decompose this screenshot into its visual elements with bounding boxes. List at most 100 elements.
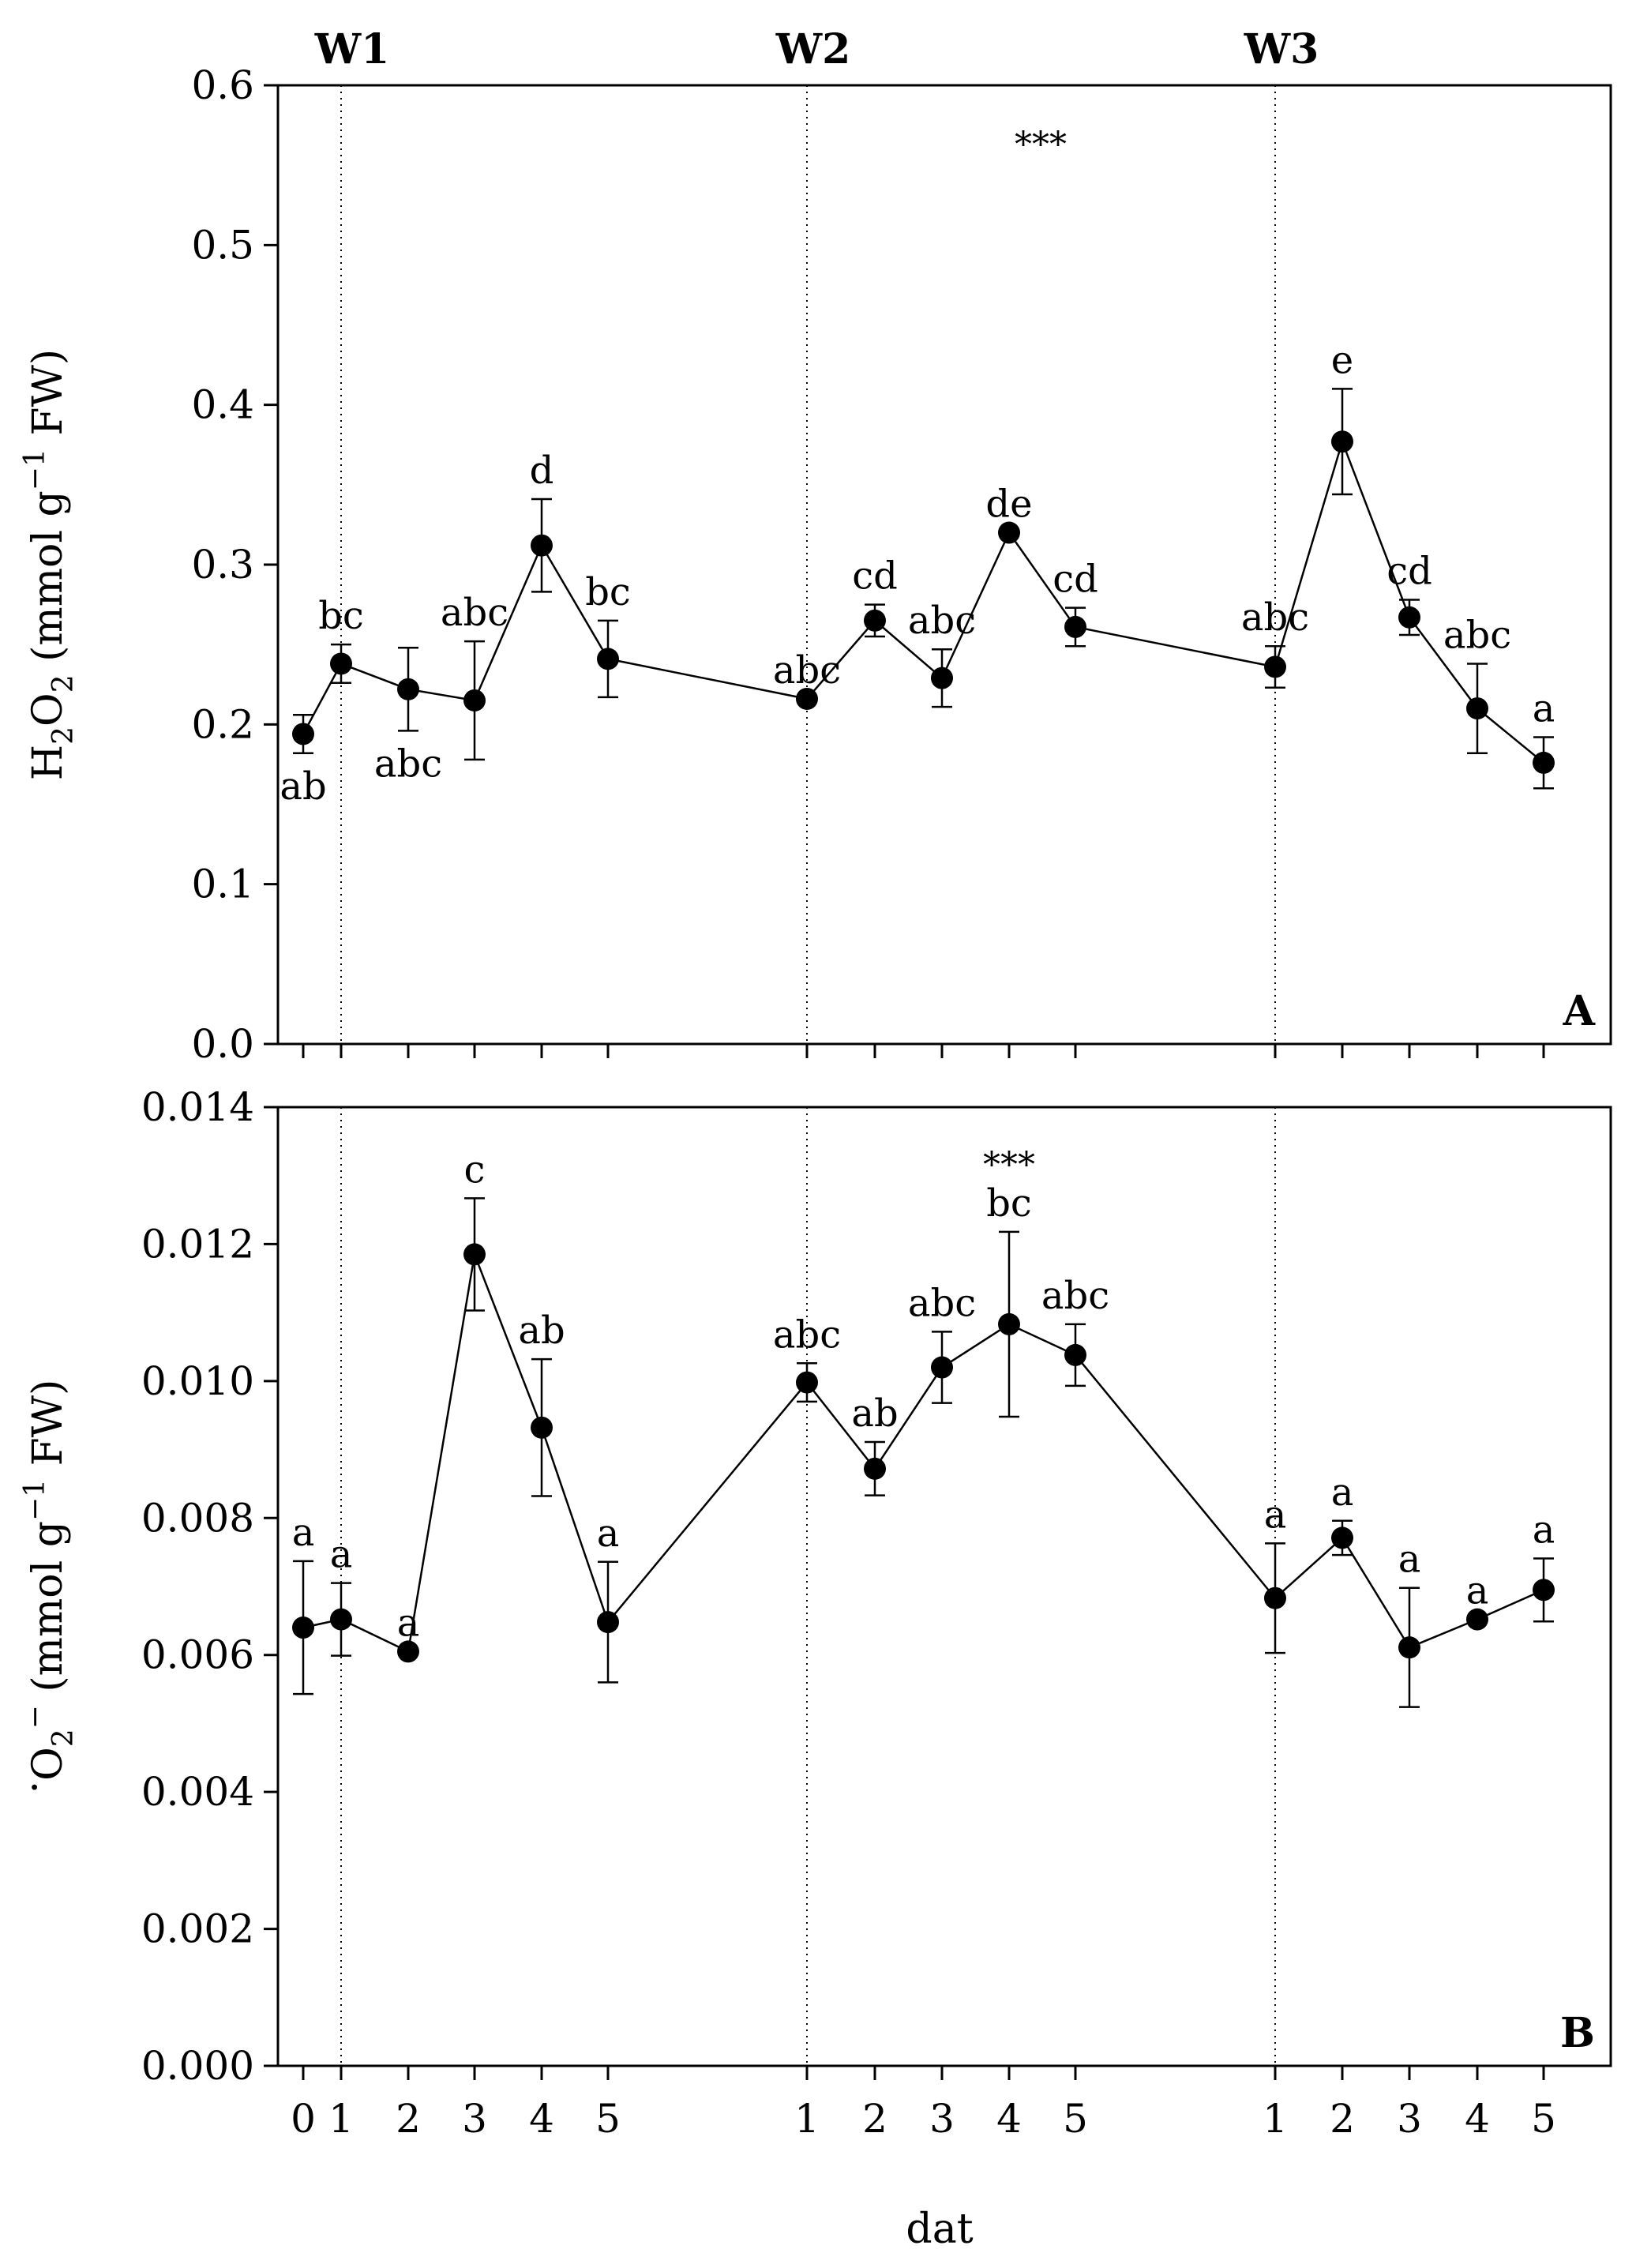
- data-point: [531, 534, 553, 557]
- x-tick-label: 5: [1531, 2096, 1556, 2142]
- data-point: [1331, 430, 1353, 453]
- significance-letter: abc: [908, 599, 976, 643]
- y-tick-label: 0.002: [141, 1906, 254, 1952]
- data-point: [1264, 655, 1286, 678]
- data-point: [931, 1356, 953, 1379]
- x-tick-label: 3: [929, 2096, 955, 2142]
- significance-letter: abc: [441, 591, 508, 635]
- data-point: [1533, 751, 1555, 774]
- significance-letter: cd: [1386, 550, 1432, 594]
- y-title-subscript: 2: [47, 1729, 80, 1747]
- week-label: W2: [775, 25, 851, 73]
- y-tick-label: 0.5: [191, 222, 254, 268]
- data-point: [463, 689, 486, 712]
- y-tick-label: 0.3: [191, 542, 254, 588]
- y-title-part: H: [24, 745, 72, 780]
- x-tick-label: 1: [1263, 2096, 1288, 2142]
- y-tick-label: 0.012: [141, 1221, 254, 1267]
- x-tick-label: 1: [328, 2096, 354, 2142]
- data-point: [1264, 1586, 1286, 1609]
- data-point: [864, 609, 886, 632]
- y-title-part: FW): [24, 1380, 72, 1479]
- y-tick-label: 0.0: [191, 1021, 254, 1067]
- significance-letter: abc: [374, 742, 442, 786]
- y-tick-label: 0.004: [141, 1769, 254, 1815]
- panel-letter: A: [1563, 987, 1596, 1035]
- significance-letter: ab: [518, 1309, 565, 1353]
- significance-letter: d: [530, 449, 554, 493]
- significance-letter: ab: [280, 764, 326, 809]
- data-point: [998, 1312, 1020, 1335]
- x-tick-label: 5: [1063, 2096, 1088, 2142]
- y-tick-label: 0.1: [191, 862, 254, 907]
- significance-letter: abc: [1241, 595, 1309, 640]
- data-point: [1331, 1526, 1353, 1549]
- data-point: [1466, 697, 1488, 720]
- significance-letter: ab: [851, 1391, 898, 1436]
- significance-stars: ***: [983, 1145, 1035, 1185]
- significance-letter: a: [1398, 1538, 1421, 1582]
- significance-letter: a: [1533, 687, 1555, 731]
- y-tick-label: 0.000: [141, 2043, 254, 2089]
- y-title-part: O: [24, 1747, 72, 1781]
- x-tick-label: 2: [1330, 2096, 1355, 2142]
- x-tick-label: 4: [1465, 2096, 1490, 2142]
- significance-stars: ***: [1015, 125, 1067, 165]
- y-tick-label: 0.008: [141, 1495, 254, 1541]
- significance-letter: a: [597, 1511, 620, 1556]
- data-point: [531, 1416, 553, 1439]
- plot-frame: [276, 1106, 1612, 2067]
- significance-letter: abc: [1443, 613, 1511, 657]
- significance-letter: e: [1331, 338, 1353, 382]
- y-title-superscript: −: [19, 1705, 51, 1729]
- significance-letter: a: [397, 1601, 420, 1645]
- x-tick-label: 3: [462, 2096, 487, 2142]
- significance-letter: abc: [1041, 1274, 1109, 1318]
- significance-letter: bc: [986, 1181, 1032, 1226]
- y-title-subscript: 2: [47, 727, 80, 745]
- y-tick-label: 0.014: [141, 1084, 254, 1130]
- x-tick-label: 2: [396, 2096, 421, 2142]
- significance-letter: bc: [318, 594, 364, 638]
- data-point: [1064, 615, 1086, 638]
- series-line: [302, 1250, 1544, 1654]
- data-point: [796, 687, 818, 710]
- significance-letter: a: [1264, 1493, 1287, 1537]
- data-point: [330, 1608, 352, 1631]
- y-tick-label: 0.006: [141, 1632, 254, 1678]
- x-tick-label: 3: [1397, 2096, 1422, 2142]
- data-point: [1398, 1636, 1420, 1659]
- y-title-subscript: 2: [47, 674, 80, 693]
- y-title-part: FW): [24, 349, 72, 449]
- data-point: [292, 1617, 314, 1639]
- significance-letter: c: [464, 1147, 486, 1192]
- y-axis-title: ·O2− (mmol g−1 FW): [12, 1380, 80, 1794]
- data-point: [330, 652, 352, 675]
- data-point: [597, 648, 619, 670]
- significance-letter: abc: [773, 1312, 841, 1357]
- significance-letter: cd: [852, 554, 898, 599]
- x-axis-title: dat: [906, 2206, 973, 2253]
- week-label: W3: [1244, 25, 1319, 73]
- y-title-superscript: −1: [19, 1479, 51, 1521]
- data-point: [1533, 1579, 1555, 1601]
- y-title-part: (mmol g: [24, 490, 72, 674]
- significance-letter: a: [1533, 1508, 1555, 1552]
- significance-letter: abc: [773, 648, 841, 693]
- x-tick-label: 4: [996, 2096, 1022, 2142]
- data-point: [1466, 1608, 1488, 1631]
- data-point: [931, 667, 953, 689]
- significance-letter: de: [985, 483, 1032, 527]
- data-point: [1398, 606, 1420, 629]
- data-point: [292, 723, 314, 745]
- data-point: [397, 678, 419, 700]
- significance-letter: a: [1466, 1569, 1489, 1613]
- data-point: [998, 521, 1020, 544]
- data-point: [597, 1611, 619, 1634]
- x-tick-label: 0: [291, 2096, 316, 2142]
- data-point: [463, 1243, 486, 1266]
- y-title-superscript: −1: [19, 449, 51, 490]
